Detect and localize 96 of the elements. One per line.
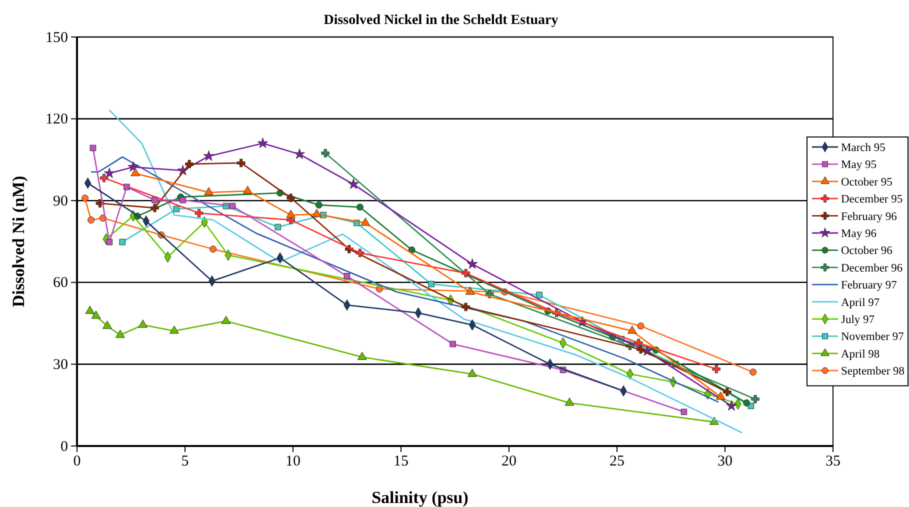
legend-label: May 95 <box>841 159 877 172</box>
point <box>91 310 101 319</box>
point <box>286 194 295 202</box>
point <box>85 306 95 314</box>
point <box>450 340 456 348</box>
point <box>357 352 367 360</box>
point <box>116 330 125 338</box>
x-tick-label: 35 <box>826 454 840 470</box>
point <box>102 320 112 329</box>
point <box>726 400 737 411</box>
chart-title: Dissolved Nickel in the Scheldt Estuary <box>324 13 558 28</box>
legend-label: October 96 <box>841 245 893 258</box>
point <box>428 280 434 288</box>
point <box>173 206 180 212</box>
point <box>257 138 268 148</box>
legend-label: May 96 <box>841 228 877 240</box>
x-tick-label: 10 <box>286 454 300 470</box>
point <box>180 196 186 204</box>
y-tick-label: 90 <box>53 193 68 210</box>
point <box>88 216 95 224</box>
point <box>536 292 542 298</box>
point <box>716 392 726 400</box>
legend-label: November 97 <box>841 331 904 344</box>
point <box>750 368 757 376</box>
y-tick-label: 120 <box>46 112 68 128</box>
point <box>376 285 383 292</box>
point <box>723 388 732 396</box>
legend-label: March 95 <box>841 142 886 154</box>
legend-label: July 97 <box>841 314 875 326</box>
point <box>106 238 113 246</box>
point <box>468 368 477 377</box>
point <box>124 184 130 190</box>
point <box>150 204 159 212</box>
legend-label: October 95 <box>841 176 893 188</box>
point <box>462 302 470 312</box>
point <box>138 320 148 328</box>
point <box>356 204 364 211</box>
point <box>466 258 478 269</box>
legend-label: December 95 <box>841 194 903 206</box>
legend-label: April 98 <box>841 348 880 360</box>
legend-label: February 97 <box>841 280 898 292</box>
y-axis-title: Dissolved Ni (nM) <box>9 176 28 308</box>
point <box>90 144 96 152</box>
y-tick-label: 0 <box>60 438 68 455</box>
point <box>712 364 721 374</box>
x-tick-label: 25 <box>610 454 624 470</box>
y-tick-label: 60 <box>53 275 68 292</box>
point <box>743 399 750 406</box>
legend-label: February 96 <box>841 210 898 223</box>
point <box>627 326 637 334</box>
point <box>315 201 322 208</box>
point <box>680 408 688 416</box>
point <box>348 178 359 189</box>
point <box>130 168 140 176</box>
legend-label: December 96 <box>841 262 903 274</box>
point <box>221 316 231 324</box>
point <box>637 322 644 330</box>
point <box>210 246 217 253</box>
point <box>237 158 246 168</box>
point <box>321 148 330 158</box>
point <box>751 394 760 404</box>
point <box>119 238 126 246</box>
point <box>462 268 470 278</box>
point <box>312 208 322 218</box>
line-series <box>108 109 743 434</box>
point <box>194 208 204 218</box>
x-tick-label: 15 <box>394 454 408 470</box>
point <box>360 218 370 226</box>
point <box>465 286 475 295</box>
point <box>564 398 574 406</box>
point <box>152 196 158 204</box>
x-tick-label: 5 <box>181 454 189 470</box>
x-tick-label: 0 <box>73 454 81 470</box>
x-tick-label: 20 <box>502 454 516 470</box>
point <box>81 194 89 202</box>
point <box>229 202 236 210</box>
point <box>100 174 108 182</box>
legend-label: April 97 <box>841 296 880 309</box>
point <box>636 345 645 354</box>
y-tick-label: 150 <box>46 30 68 46</box>
point <box>274 224 282 230</box>
point <box>356 248 364 258</box>
point <box>104 168 115 178</box>
point <box>286 210 296 218</box>
x-tick-label: 30 <box>718 454 732 470</box>
point <box>242 186 252 194</box>
point <box>344 272 350 280</box>
point <box>294 148 305 159</box>
point <box>634 338 643 348</box>
point <box>170 326 179 334</box>
x-axis-title: Salinity (psu) <box>372 488 468 507</box>
point <box>203 150 214 161</box>
legend-label: September 98 <box>841 366 905 378</box>
y-tick-label: 30 <box>53 357 68 373</box>
point <box>204 187 214 196</box>
point <box>185 160 194 168</box>
